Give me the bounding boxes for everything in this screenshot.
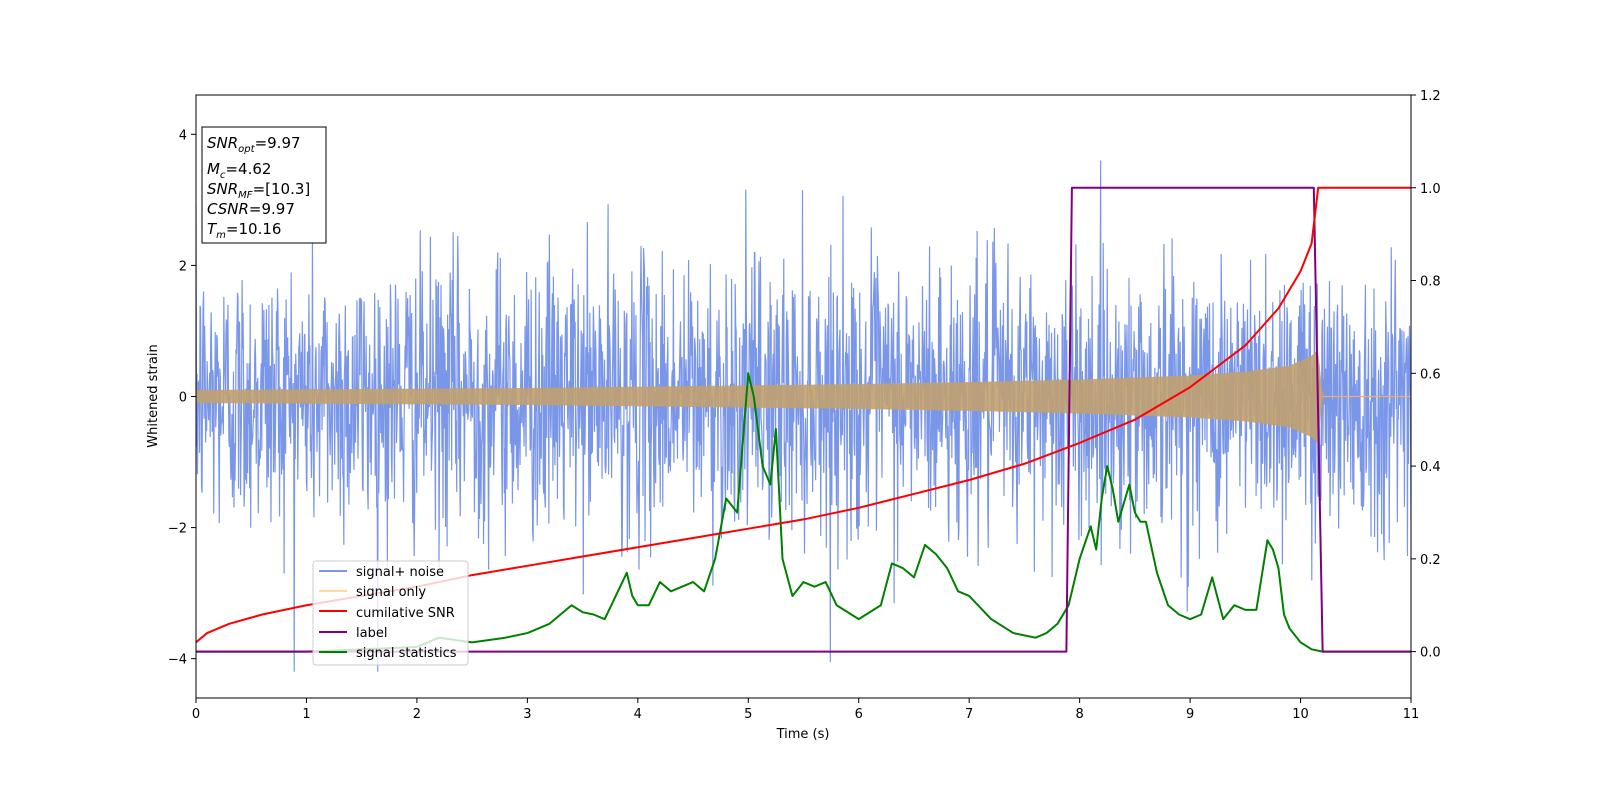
x-tick-label: 9: [1186, 707, 1194, 722]
info-box-frame: [201, 126, 327, 244]
y2-tick-label: 1.2: [1420, 89, 1441, 104]
legend-label-signal-only: signal only: [356, 585, 426, 600]
y2-tick-label: 0.8: [1420, 275, 1441, 290]
y2-tick-label: 0.4: [1420, 460, 1441, 475]
y-tick-label: 4: [179, 128, 187, 143]
series-signal-only: [196, 349, 1411, 444]
info-box: SNRopt=9.97 Mc=4.62 SNRMF=[10.3] CSNR=9.…: [201, 126, 327, 244]
y-tick-label: 2: [179, 259, 187, 274]
legend-label-cumulative-snr: cumilative SNR: [356, 606, 455, 621]
legend: signal+ noise signal only cumilative SNR…: [312, 560, 469, 666]
y-axis-label: Whitened strain: [146, 344, 161, 447]
x-tick-label: 11: [1403, 707, 1420, 722]
x-tick-label: 5: [744, 707, 752, 722]
info-csnr: CSNR=9.97: [207, 200, 295, 218]
x-tick-label: 2: [413, 707, 421, 722]
x-tick-label: 10: [1292, 707, 1309, 722]
x-tick-label: 1: [302, 707, 310, 722]
x-tick-label: 4: [634, 707, 642, 722]
series-label: [196, 186, 1411, 653]
legend-label-signal-statistics: signal statistics: [356, 646, 457, 661]
info-snr-mf: SNRMF=[10.3]: [207, 180, 310, 201]
legend-frame: [312, 560, 469, 666]
info-snr-opt: SNRopt=9.97: [207, 134, 301, 155]
x-axis-label: Time (s): [776, 727, 830, 742]
legend-label-signal-noise: signal+ noise: [356, 565, 444, 580]
x-tick-label: 3: [523, 707, 531, 722]
x-tick-label: 0: [192, 707, 200, 722]
info-tm: Tm=10.16: [207, 220, 281, 241]
y-tick-label: −2: [168, 522, 187, 537]
x-tick-label: 7: [965, 707, 973, 722]
x-tick-label: 8: [1075, 707, 1083, 722]
x-tick-label: 6: [855, 707, 863, 722]
y2-tick-label: 0.0: [1420, 646, 1441, 661]
y2-tick-label: 0.6: [1420, 367, 1441, 382]
y2-tick-label: 0.2: [1420, 553, 1441, 568]
y-tick-label: 0: [179, 391, 187, 406]
series-signal-noise: [196, 160, 1411, 672]
legend-label-label: label: [356, 626, 387, 641]
y-tick-label: −4: [168, 653, 187, 668]
info-mc: Mc=4.62: [207, 160, 271, 181]
ticks: 0 1 2 3 4 5 6 7 8 9 10 11 −4 −2 0 2 4 0.0 0.2 0.4 0.6 0.8 1.0 1…: [168, 89, 1441, 722]
y2-tick-label: 1.0: [1420, 182, 1441, 197]
series-signal-statistics: [196, 372, 1411, 653]
